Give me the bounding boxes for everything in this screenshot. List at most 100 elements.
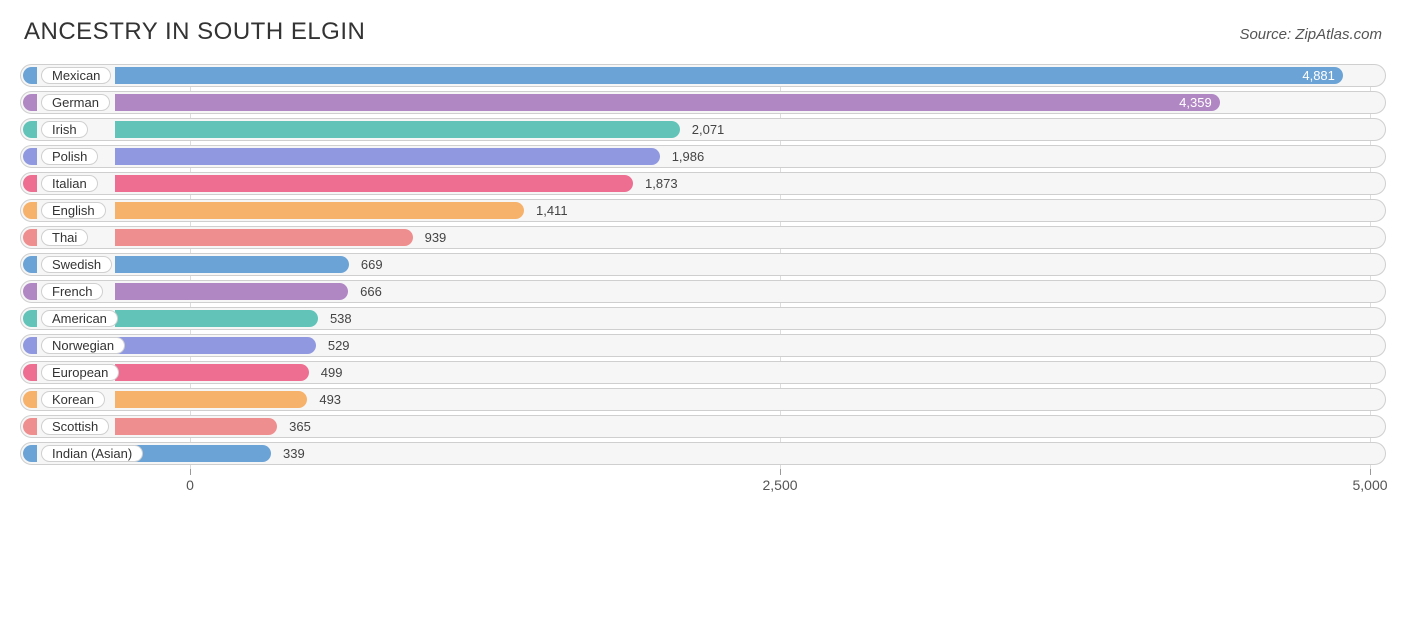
bar-track: American 538 [20, 307, 1386, 330]
bar-track: Scottish 365 [20, 415, 1386, 438]
category-pill: French [41, 283, 103, 300]
bar-fill [115, 256, 349, 273]
category-pill: Polish [41, 148, 98, 165]
category-pill: Scottish [41, 418, 109, 435]
bar-row: Irish 2,071 [20, 118, 1386, 141]
x-axis: 0 2,500 5,000 [20, 469, 1386, 499]
category-pill: Norwegian [41, 337, 125, 354]
bar-track: European 499 [20, 361, 1386, 384]
bar-value: 499 [321, 362, 343, 383]
bar-fill [115, 418, 278, 435]
bar-value: 939 [425, 227, 447, 248]
category-pill: Italian [41, 175, 98, 192]
chart-title: ANCESTRY IN SOUTH ELGIN [24, 18, 365, 46]
bar-fill: 4,359 [115, 94, 1220, 111]
category-pill: Mexican [41, 67, 111, 84]
bar-value: 669 [361, 254, 383, 275]
bar-row: Korean 493 [20, 388, 1386, 411]
axis-tick [780, 469, 781, 475]
bar-value: 4,881 [1302, 68, 1335, 83]
bar-track: French 666 [20, 280, 1386, 303]
bar-fill [115, 148, 660, 165]
bar-value: 529 [328, 335, 350, 356]
category-pill: English [41, 202, 106, 219]
chart-source: Source: ZipAtlas.com [1239, 26, 1382, 43]
chart-area: Mexican 4,881 German 4,359 Irish 2,071 Polish 1… [20, 64, 1386, 499]
axis-tick [1370, 469, 1371, 475]
bar-track: Thai 939 [20, 226, 1386, 249]
bar-left-cap [23, 229, 37, 246]
bar-fill [115, 283, 349, 300]
bar-value: 2,071 [692, 119, 725, 140]
axis-label: 2,500 [762, 477, 797, 493]
bar-row: Swedish 669 [20, 253, 1386, 276]
bar-track: English 1,411 [20, 199, 1386, 222]
bar-row: German 4,359 [20, 91, 1386, 114]
bar-value: 1,986 [672, 146, 705, 167]
category-pill: Irish [41, 121, 88, 138]
bar-left-cap [23, 391, 37, 408]
axis-label: 5,000 [1352, 477, 1387, 493]
bar-row: Polish 1,986 [20, 145, 1386, 168]
category-pill: American [41, 310, 118, 327]
bar-value: 365 [289, 416, 311, 437]
bar-value: 4,359 [1179, 95, 1212, 110]
bar-value: 538 [330, 308, 352, 329]
bar-row: Scottish 365 [20, 415, 1386, 438]
bar-fill [115, 175, 634, 192]
bar-left-cap [23, 310, 37, 327]
bar-row: European 499 [20, 361, 1386, 384]
bar-fill [115, 391, 308, 408]
bar-track: Polish 1,986 [20, 145, 1386, 168]
bar-left-cap [23, 283, 37, 300]
bar-row: English 1,411 [20, 199, 1386, 222]
bar-left-cap [23, 175, 37, 192]
bar-fill [115, 310, 318, 327]
category-pill: Korean [41, 391, 105, 408]
bar-row: American 538 [20, 307, 1386, 330]
bar-fill: 4,881 [115, 67, 1343, 84]
bar-track: Korean 493 [20, 388, 1386, 411]
bar-left-cap [23, 364, 37, 381]
bar-left-cap [23, 337, 37, 354]
bar-left-cap [23, 121, 37, 138]
bar-left-cap [23, 202, 37, 219]
bar-fill [115, 202, 524, 219]
bar-track: Indian (Asian) 339 [20, 442, 1386, 465]
category-pill: Swedish [41, 256, 112, 273]
bar-left-cap [23, 148, 37, 165]
bar-row: Indian (Asian) 339 [20, 442, 1386, 465]
bar-value: 1,411 [536, 200, 568, 221]
bar-left-cap [23, 94, 37, 111]
bar-value: 339 [283, 443, 305, 464]
axis-tick [190, 469, 191, 475]
bar-left-cap [23, 256, 37, 273]
category-pill: European [41, 364, 119, 381]
bar-row: Mexican 4,881 [20, 64, 1386, 87]
bar-fill [115, 364, 309, 381]
bar-left-cap [23, 418, 37, 435]
chart-header: ANCESTRY IN SOUTH ELGIN Source: ZipAtlas… [20, 18, 1386, 46]
bar-value: 666 [360, 281, 382, 302]
bar-track: Swedish 669 [20, 253, 1386, 276]
bar-value: 1,873 [645, 173, 678, 194]
category-pill: Indian (Asian) [41, 445, 143, 462]
bar-track: Italian 1,873 [20, 172, 1386, 195]
category-pill: German [41, 94, 110, 111]
bar-row: French 666 [20, 280, 1386, 303]
bar-track: Norwegian 529 [20, 334, 1386, 357]
bar-fill [115, 337, 316, 354]
bar-left-cap [23, 67, 37, 84]
bar-left-cap [23, 445, 37, 462]
bar-fill [115, 229, 413, 246]
bar-fill [115, 121, 680, 138]
bar-track: Irish 2,071 [20, 118, 1386, 141]
bar-track: German 4,359 [20, 91, 1386, 114]
bar-row: Italian 1,873 [20, 172, 1386, 195]
bar-row: Norwegian 529 [20, 334, 1386, 357]
bar-track: Mexican 4,881 [20, 64, 1386, 87]
category-pill: Thai [41, 229, 88, 246]
axis-label: 0 [186, 477, 194, 493]
bar-row: Thai 939 [20, 226, 1386, 249]
bar-value: 493 [319, 389, 341, 410]
